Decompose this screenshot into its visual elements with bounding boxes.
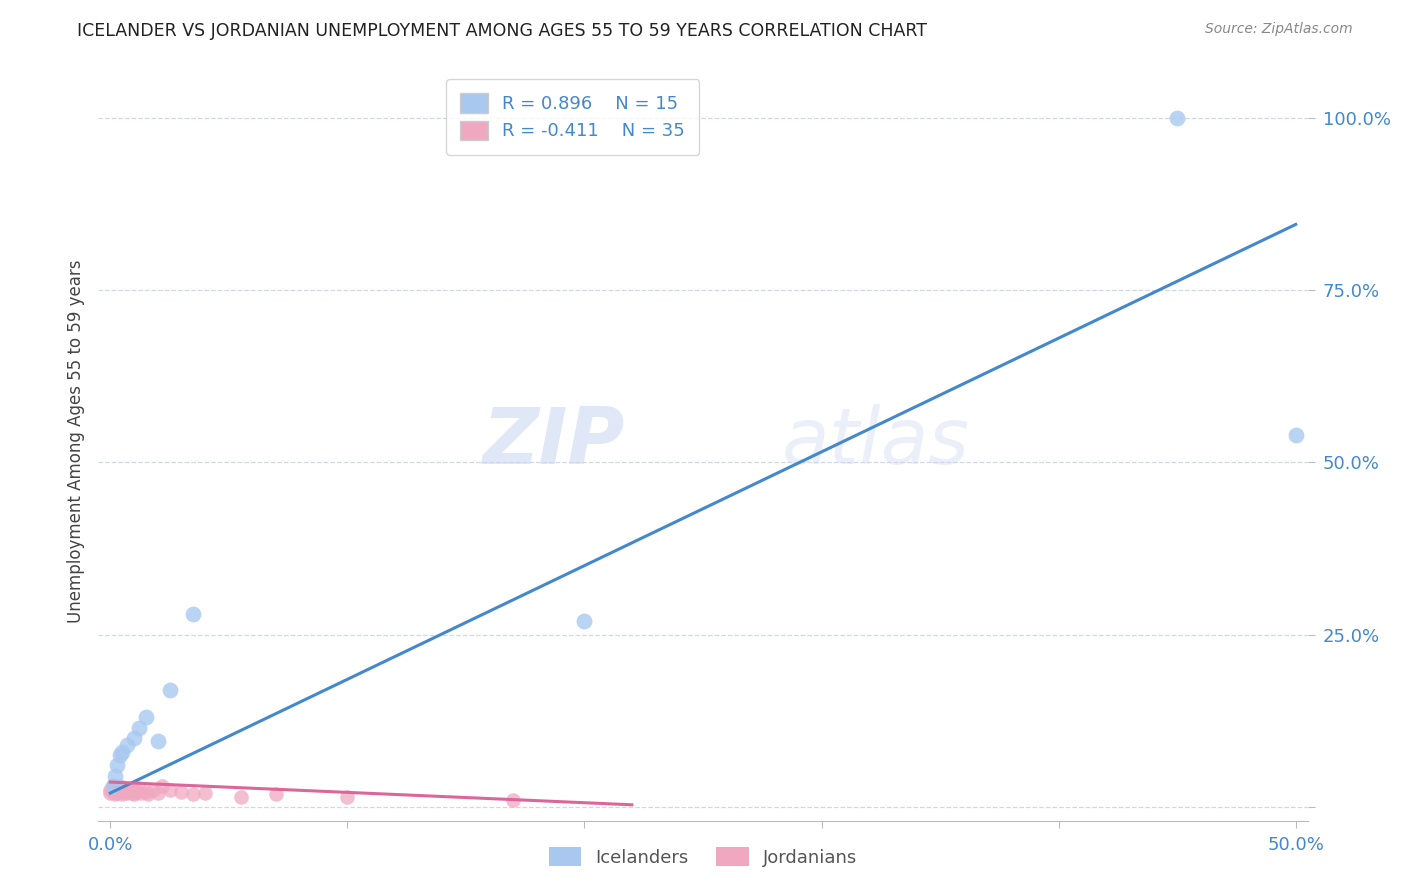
Point: [159, 782, 181, 797]
Point: [574, 614, 596, 628]
Point: [104, 769, 127, 783]
Point: [264, 788, 287, 802]
Y-axis label: Unemployment Among Ages 55 to 59 years: Unemployment Among Ages 55 to 59 years: [66, 260, 84, 624]
Point: [159, 682, 181, 697]
Point: [104, 788, 127, 802]
Point: [122, 788, 145, 802]
Point: [142, 782, 165, 797]
Point: [101, 779, 124, 793]
Point: [170, 785, 193, 799]
Point: [115, 780, 138, 795]
Point: [101, 785, 124, 799]
Point: [125, 785, 148, 799]
Point: [105, 758, 128, 772]
Point: [135, 710, 157, 724]
Point: [181, 788, 204, 802]
Point: [115, 786, 138, 800]
Point: [1285, 427, 1308, 442]
Point: [108, 779, 131, 793]
Point: [114, 785, 136, 799]
Point: [121, 786, 143, 800]
Point: [146, 786, 169, 800]
Point: [118, 782, 141, 797]
Point: [135, 785, 157, 799]
Point: [129, 786, 152, 800]
Text: atlas: atlas: [782, 403, 970, 480]
Point: [104, 780, 127, 795]
Point: [502, 793, 524, 807]
Text: ZIP: ZIP: [482, 403, 624, 480]
Point: [122, 782, 145, 797]
Point: [136, 788, 159, 802]
Point: [111, 745, 134, 759]
Point: [194, 786, 217, 800]
Point: [105, 782, 128, 797]
Legend: Icelanders, Jordanians: Icelanders, Jordanians: [541, 840, 865, 874]
Point: [146, 734, 169, 748]
Point: [101, 779, 124, 793]
Point: [108, 748, 131, 763]
Point: [98, 782, 121, 797]
Point: [336, 789, 359, 804]
Point: [1166, 111, 1188, 125]
Point: [229, 789, 252, 804]
Point: [152, 779, 174, 793]
Point: [181, 607, 204, 621]
Point: [98, 786, 121, 800]
Text: ICELANDER VS JORDANIAN UNEMPLOYMENT AMONG AGES 55 TO 59 YEARS CORRELATION CHART: ICELANDER VS JORDANIAN UNEMPLOYMENT AMON…: [77, 22, 928, 40]
Text: Source: ZipAtlas.com: Source: ZipAtlas.com: [1205, 22, 1353, 37]
Point: [111, 782, 134, 797]
Legend: R = 0.896    N = 15, R = -0.411    N = 35: R = 0.896 N = 15, R = -0.411 N = 35: [446, 79, 699, 155]
Point: [122, 731, 145, 745]
Point: [128, 721, 150, 735]
Point: [128, 780, 150, 795]
Point: [105, 786, 128, 800]
Point: [111, 788, 134, 802]
Point: [108, 785, 131, 799]
Point: [115, 738, 138, 752]
